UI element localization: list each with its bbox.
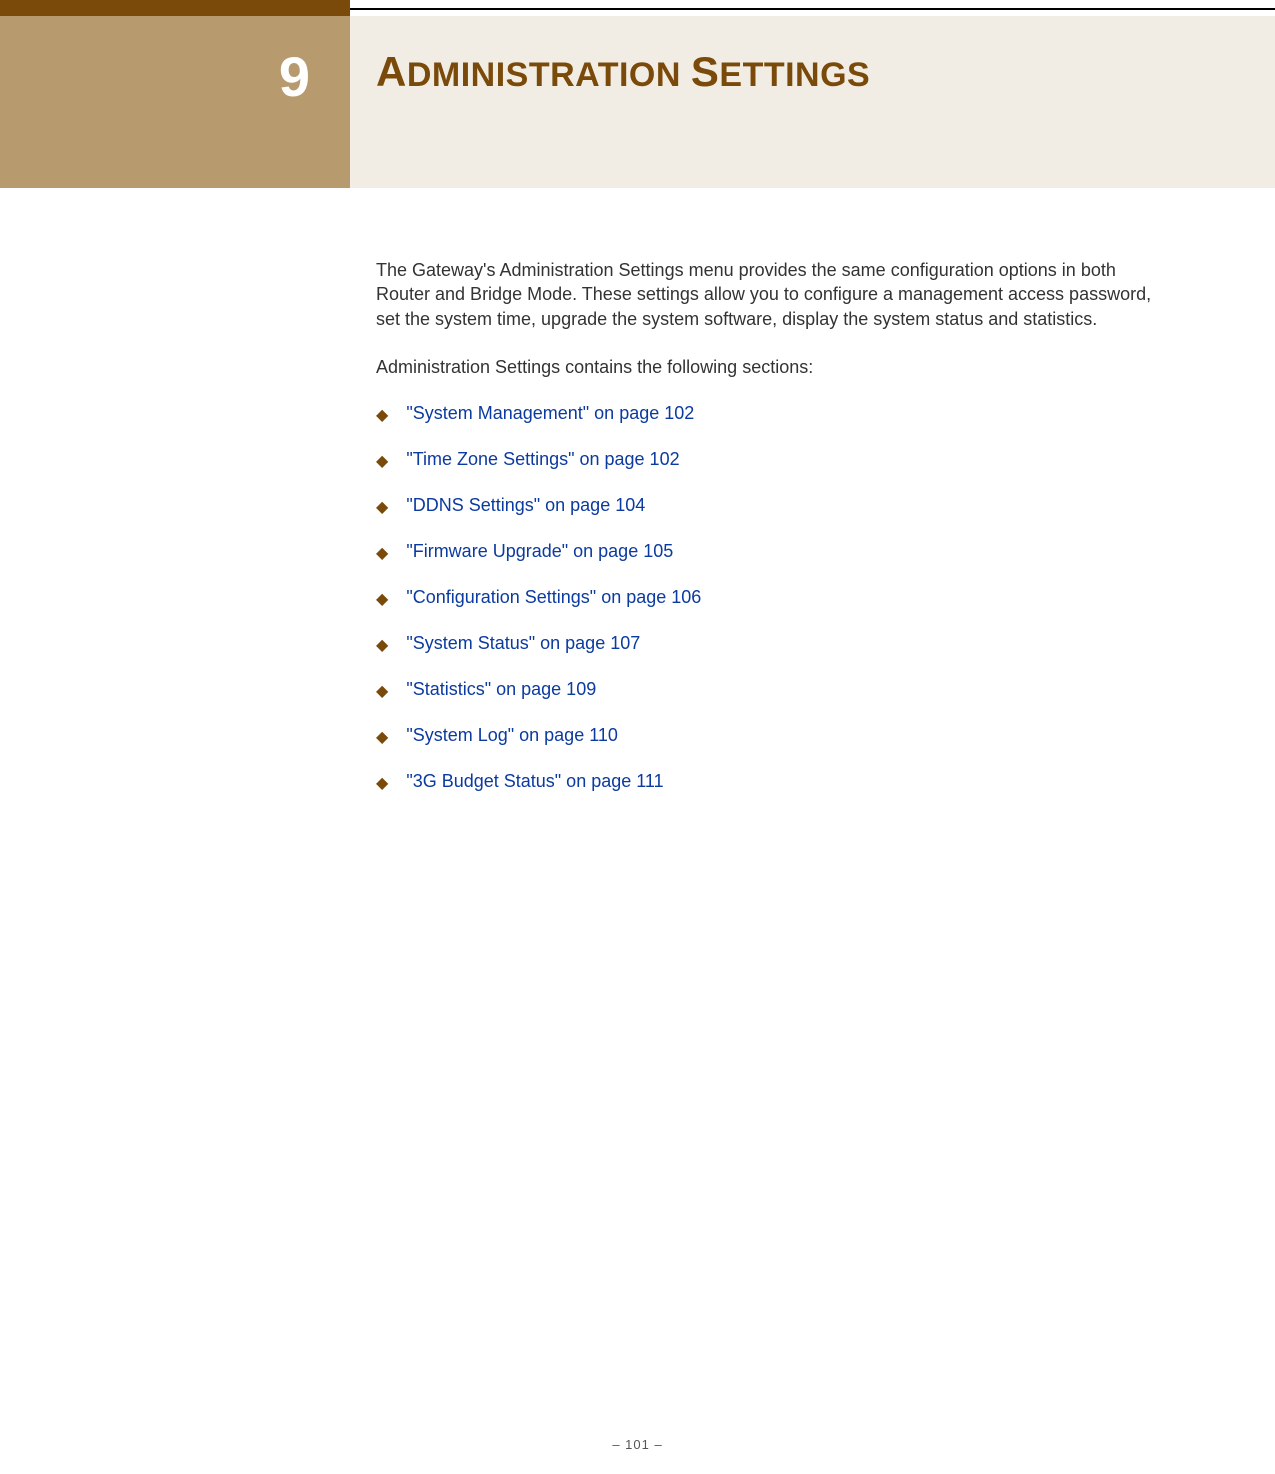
list-item: ◆ "System Management" on page 102 xyxy=(376,403,1166,425)
diamond-bullet-icon: ◆ xyxy=(376,405,388,425)
chapter-number: 9 xyxy=(279,44,310,109)
title-cap-2: S xyxy=(691,48,720,95)
content-area: The Gateway's Administration Settings me… xyxy=(376,258,1166,817)
list-item: ◆ "3G Budget Status" on page 111 xyxy=(376,771,1166,793)
diamond-bullet-icon: ◆ xyxy=(376,773,388,793)
link-time-zone-settings[interactable]: "Time Zone Settings" on page 102 xyxy=(406,449,679,470)
link-3g-budget-status[interactable]: "3G Budget Status" on page 111 xyxy=(406,771,663,792)
diamond-bullet-icon: ◆ xyxy=(376,451,388,471)
link-system-management[interactable]: "System Management" on page 102 xyxy=(406,403,694,424)
list-item: ◆ "System Log" on page 110 xyxy=(376,725,1166,747)
diamond-bullet-icon: ◆ xyxy=(376,681,388,701)
lead-paragraph: Administration Settings contains the fol… xyxy=(376,355,1166,379)
list-item: ◆ "DDNS Settings" on page 104 xyxy=(376,495,1166,517)
link-system-status[interactable]: "System Status" on page 107 xyxy=(406,633,640,654)
diamond-bullet-icon: ◆ xyxy=(376,543,388,563)
list-item: ◆ "Firmware Upgrade" on page 105 xyxy=(376,541,1166,563)
intro-paragraph: The Gateway's Administration Settings me… xyxy=(376,258,1166,331)
link-ddns-settings[interactable]: "DDNS Settings" on page 104 xyxy=(406,495,645,516)
title-sc-2: ETTINGS xyxy=(719,56,870,94)
page-footer: – 101 – xyxy=(0,1437,1275,1452)
list-item: ◆ "Configuration Settings" on page 106 xyxy=(376,587,1166,609)
diamond-bullet-icon: ◆ xyxy=(376,635,388,655)
list-item: ◆ "Statistics" on page 109 xyxy=(376,679,1166,701)
chapter-number-box: 9 xyxy=(0,16,350,188)
diamond-bullet-icon: ◆ xyxy=(376,497,388,517)
title-sc-1: DMINISTRATION xyxy=(407,56,681,94)
list-item: ◆ "System Status" on page 107 xyxy=(376,633,1166,655)
diamond-bullet-icon: ◆ xyxy=(376,727,388,747)
list-item: ◆ "Time Zone Settings" on page 102 xyxy=(376,449,1166,471)
link-configuration-settings[interactable]: "Configuration Settings" on page 106 xyxy=(406,587,701,608)
link-firmware-upgrade[interactable]: "Firmware Upgrade" on page 105 xyxy=(406,541,673,562)
diamond-bullet-icon: ◆ xyxy=(376,589,388,609)
section-link-list: ◆ "System Management" on page 102 ◆ "Tim… xyxy=(376,403,1166,793)
link-system-log[interactable]: "System Log" on page 110 xyxy=(406,725,618,746)
chapter-title: ADMINISTRATION SETTINGS xyxy=(376,48,870,96)
tab-brown xyxy=(0,0,350,16)
title-cap-1: A xyxy=(376,48,407,95)
link-statistics[interactable]: "Statistics" on page 109 xyxy=(406,679,596,700)
